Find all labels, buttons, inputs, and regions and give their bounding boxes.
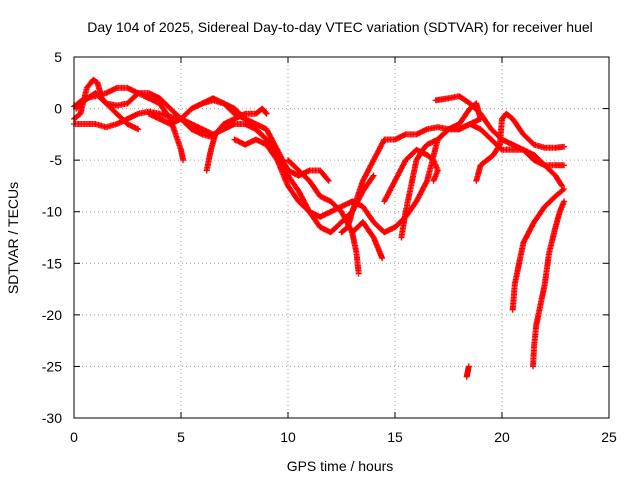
data-point-markers xyxy=(199,97,377,236)
data-series-track-12 xyxy=(381,146,441,205)
data-series-track-16 xyxy=(509,186,568,313)
data-point-markers xyxy=(530,198,568,370)
y-axis-tick-labels: 5 0 -5 -10 -15 -20 -25 -30 xyxy=(42,49,62,426)
data-series-track-11 xyxy=(349,219,386,262)
data-point-markers xyxy=(509,186,568,313)
y-tick-label: -5 xyxy=(50,152,63,168)
y-tick-label: 0 xyxy=(54,101,62,117)
x-tick-label: 5 xyxy=(177,429,185,445)
x-tick-label: 10 xyxy=(280,429,296,445)
data-point-markers xyxy=(473,110,568,184)
data-series-track-15 xyxy=(473,110,568,184)
plot-frame xyxy=(73,56,610,419)
y-tick-label: -30 xyxy=(42,410,62,426)
x-axis-label: GPS time / hours xyxy=(287,458,394,474)
x-tick-label: 25 xyxy=(601,429,617,445)
data-series-track-14 xyxy=(432,93,565,189)
y-tick-label: -10 xyxy=(42,204,62,220)
data-series-track-18 xyxy=(463,363,472,380)
data-point-markers xyxy=(432,93,565,189)
x-axis-tick-labels: 0 5 10 15 20 25 xyxy=(70,429,617,445)
x-tick-label: 0 xyxy=(70,429,78,445)
y-axis-label: SDTVAR / TECUs xyxy=(5,182,21,294)
x-tick-label: 20 xyxy=(494,429,510,445)
data-point-markers xyxy=(349,219,386,262)
data-points-layer xyxy=(71,76,568,380)
chart-title: Day 104 of 2025, Sidereal Day-to-day VTE… xyxy=(87,19,593,35)
data-series-track-7 xyxy=(199,97,377,236)
y-tick-label: -15 xyxy=(42,255,62,271)
y-tick-label: -20 xyxy=(42,307,62,323)
data-point-markers xyxy=(463,363,472,380)
data-point-markers xyxy=(381,146,441,205)
y-tick-label: 5 xyxy=(54,49,62,65)
x-tick-label: 15 xyxy=(387,429,403,445)
y-tick-label: -25 xyxy=(42,358,62,374)
data-series-track-17 xyxy=(530,198,568,370)
